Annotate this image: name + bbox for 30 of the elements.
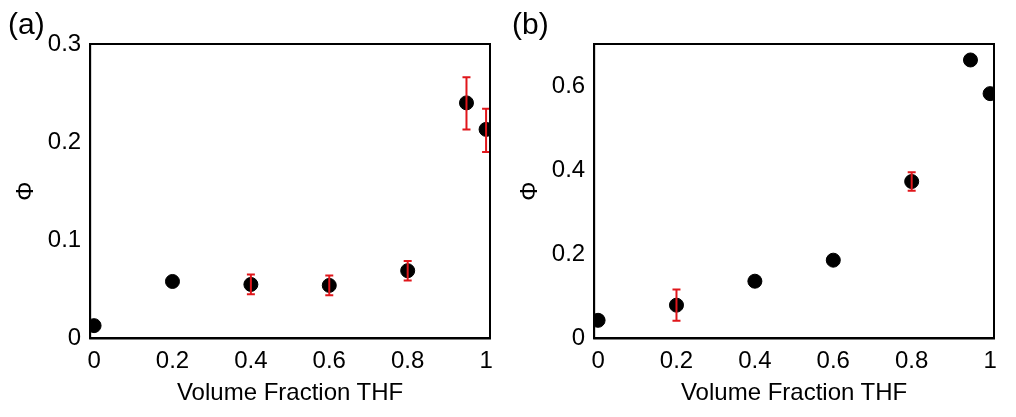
x-tick-label: 0.8 bbox=[894, 346, 929, 374]
chart-title: (a) bbox=[8, 7, 45, 41]
x-tick-label: 0.6 bbox=[312, 346, 346, 374]
y-tick-label: 0.2 bbox=[551, 238, 586, 266]
y-axis-title: Φ bbox=[11, 181, 39, 201]
x-axis-title: Volume Fraction THF bbox=[176, 378, 404, 406]
x-tick-label: 0.6 bbox=[816, 346, 850, 374]
y-tick-label: 0 bbox=[67, 323, 82, 351]
x-tick-label: 0.2 bbox=[155, 346, 190, 374]
y-axis-title: Φ bbox=[515, 181, 543, 201]
x-tick-label: 0 bbox=[591, 346, 605, 374]
y-tick-label: 0.3 bbox=[47, 28, 82, 56]
y-tick-label: 0.1 bbox=[47, 224, 82, 252]
y-tick-label: 0 bbox=[571, 323, 586, 351]
x-tick-label: 1 bbox=[983, 346, 997, 374]
x-tick-label: 0 bbox=[87, 346, 101, 374]
x-tick-label: 0.4 bbox=[738, 346, 772, 374]
y-tick-label: 0.4 bbox=[551, 154, 586, 182]
point bbox=[747, 273, 763, 289]
x-tick-label: 0.2 bbox=[659, 346, 694, 374]
y-tick-label: 0.6 bbox=[551, 70, 586, 98]
point bbox=[164, 273, 180, 289]
y-tick-label: 0.2 bbox=[47, 126, 82, 154]
point bbox=[825, 252, 841, 268]
x-tick-label: 0.8 bbox=[390, 346, 425, 374]
point bbox=[962, 52, 978, 68]
x-axis-title: Volume Fraction THF bbox=[680, 378, 908, 406]
chart-title: (b) bbox=[512, 7, 549, 41]
x-tick-label: 0.4 bbox=[234, 346, 268, 374]
x-tick-label: 1 bbox=[479, 346, 493, 374]
